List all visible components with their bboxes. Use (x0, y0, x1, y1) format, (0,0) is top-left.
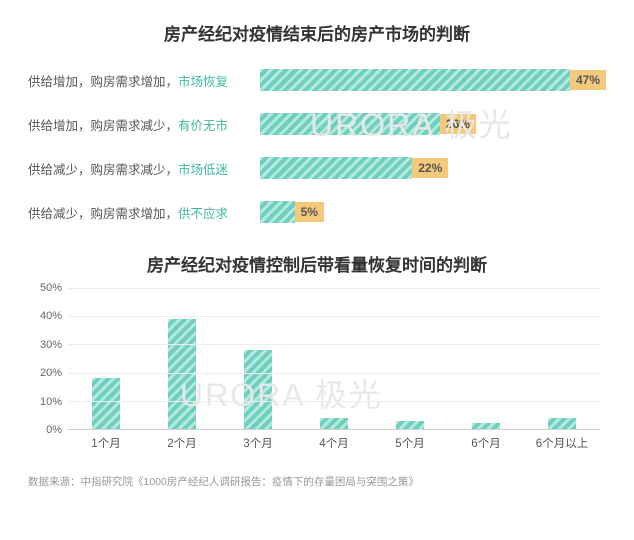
hbar-track: 26% (260, 113, 606, 135)
hbar-label-prefix: 供给增加，购房需求减少， (28, 119, 178, 133)
column: 2个月 (144, 288, 220, 429)
y-axis-label: 0% (28, 424, 62, 436)
hbar-label-prefix: 供给增加，购房需求增加， (28, 75, 178, 89)
hbar-label-keyword: 市场恢复 (178, 75, 228, 89)
hbar-track: 22% (260, 157, 606, 179)
x-axis-label: 6个月以上 (536, 435, 588, 451)
column-bar (396, 421, 424, 429)
hbar-label: 供给增加，购房需求减少，有价无市 (28, 115, 260, 134)
hbar-label: 供给增加，购房需求增加，市场恢复 (28, 71, 260, 90)
hbar-value-badge: 26% (440, 114, 476, 134)
column: 1个月 (68, 288, 144, 429)
hbar-row: 供给减少，购房需求减少，市场低迷 22% (28, 151, 606, 185)
gridline (68, 373, 600, 374)
chart2: 1个月2个月3个月4个月5个月6个月6个月以上 0%10%20%30%40%50… (28, 284, 606, 454)
gridline (68, 288, 600, 289)
y-axis-label: 20% (28, 367, 62, 379)
column-bar (320, 418, 348, 429)
hbar-track: 47% (260, 69, 606, 91)
y-axis-label: 10% (28, 396, 62, 408)
chart1: 供给增加，购房需求增加，市场恢复47%供给增加，购房需求减少，有价无市26%供给… (28, 63, 606, 229)
hbar-fill (260, 113, 440, 135)
x-axis-label: 4个月 (319, 435, 348, 451)
gridline (68, 401, 600, 402)
x-axis-label: 3个月 (243, 435, 272, 451)
hbar-fill (260, 157, 412, 179)
x-axis-label: 6个月 (471, 435, 500, 451)
hbar-label-keyword: 供不应求 (178, 207, 228, 221)
hbar-fill (260, 69, 570, 91)
y-axis-label: 30% (28, 339, 62, 351)
hbar-label-keyword: 有价无市 (178, 119, 228, 133)
hbar-track: 5% (260, 201, 606, 223)
hbar-label-prefix: 供给减少，购房需求增加， (28, 207, 178, 221)
column: 3个月 (220, 288, 296, 429)
x-axis-label: 5个月 (395, 435, 424, 451)
hbar-value-badge: 5% (295, 202, 324, 222)
hbar-row: 供给减少，购房需求增加，供不应求 5% (28, 195, 606, 229)
hbar-label: 供给减少，购房需求减少，市场低迷 (28, 159, 260, 178)
column: 4个月 (296, 288, 372, 429)
column-bar (244, 350, 272, 429)
column-bar (472, 423, 500, 429)
x-axis-label: 2个月 (167, 435, 196, 451)
column-bar (92, 378, 120, 429)
hbar-label: 供给减少，购房需求增加，供不应求 (28, 203, 260, 222)
column: 5个月 (372, 288, 448, 429)
gridline (68, 316, 600, 317)
column: 6个月以上 (524, 288, 600, 429)
column: 6个月 (448, 288, 524, 429)
y-axis-label: 40% (28, 310, 62, 322)
hbar-label-prefix: 供给减少，购房需求减少， (28, 163, 178, 177)
hbar-fill (260, 201, 295, 223)
chart1-title: 房产经纪对疫情结束后的房产市场的判断 (28, 20, 606, 45)
chart2-title: 房产经纪对疫情控制后带看量恢复时间的判断 (28, 251, 606, 276)
data-source: 数据来源：中指研究院《1000房产经纪人调研报告：疫情下的存量困局与突围之策》 (28, 474, 606, 489)
hbar-row: 供给增加，购房需求增加，市场恢复 47% (28, 63, 606, 97)
hbar-label-keyword: 市场低迷 (178, 163, 228, 177)
hbar-row: 供给增加，购房需求减少，有价无市 26% (28, 107, 606, 141)
column-bar (548, 418, 576, 429)
x-axis-label: 1个月 (91, 435, 120, 451)
hbar-value-badge: 47% (570, 70, 606, 90)
column-bar (168, 319, 196, 429)
hbar-value-badge: 22% (412, 158, 448, 178)
y-axis-label: 50% (28, 282, 62, 294)
gridline (68, 344, 600, 345)
